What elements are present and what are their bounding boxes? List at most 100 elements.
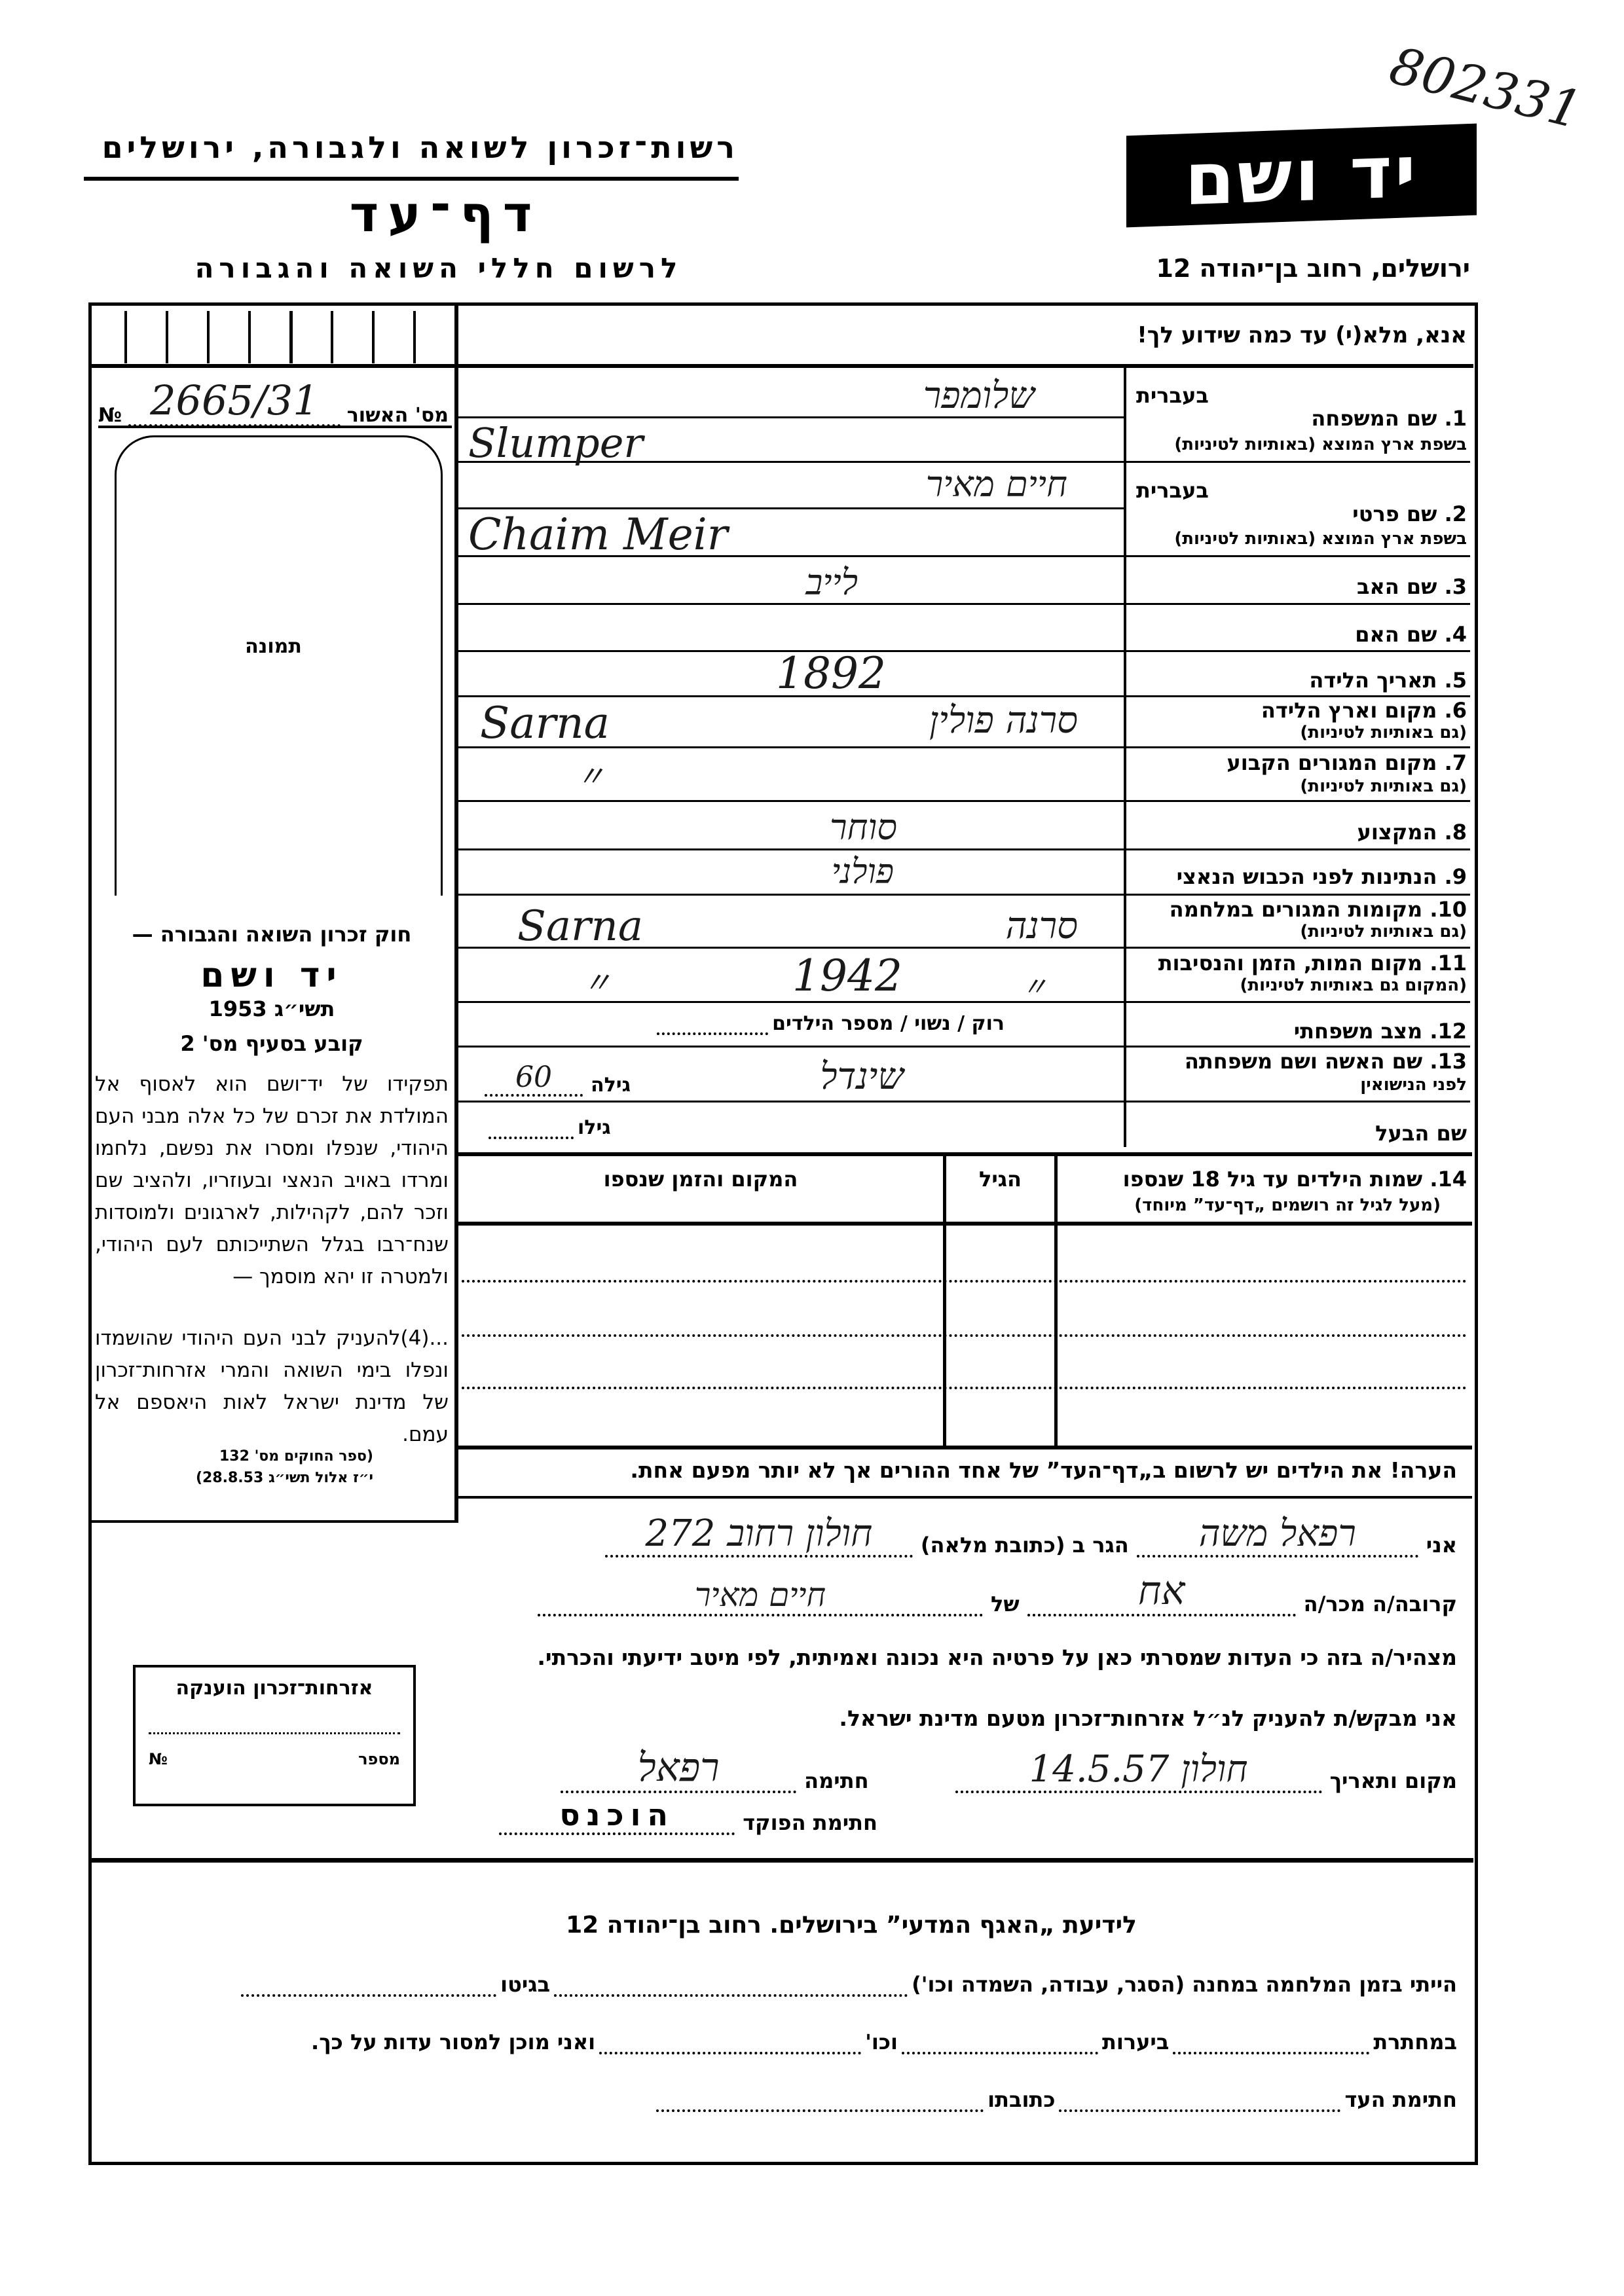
declarant-name[interactable]: רפאל משה: [1136, 1512, 1418, 1558]
underground-field[interactable]: [1173, 2052, 1370, 2054]
row-line: [458, 947, 1470, 949]
dotted-line: [149, 1732, 400, 1734]
field-8-value[interactable]: סוחר: [829, 807, 897, 848]
law-name: יד ושם: [200, 956, 343, 995]
marital-status-options: רוק / נשוי / מספר הילדים: [772, 1012, 1005, 1035]
place-date-row: מקום ותאריך חולון 14.5.57 חתימה רפאל: [561, 1745, 1457, 1793]
form-title: דף־עד: [349, 185, 542, 243]
hebrew-label-1: בעברית: [1136, 383, 1209, 408]
ghetto-field[interactable]: [241, 1994, 497, 1997]
children-row[interactable]: [462, 1280, 1467, 1283]
photo-label: תמונה: [245, 635, 302, 658]
row-line: [458, 603, 1470, 605]
officer-stamp: הוכנס: [499, 1797, 735, 1835]
camp-field[interactable]: [554, 1994, 908, 1997]
address: ירושלים, רחוב בן־יהודה 12: [1156, 254, 1470, 283]
field-6-hebrew-value[interactable]: סרנה פולין: [929, 699, 1078, 742]
section-line: [458, 1446, 1472, 1449]
tick: [413, 311, 416, 363]
field-2-hebrew-value[interactable]: חיים מאיר: [925, 464, 1067, 505]
field-10-hint: (גם באותיות לטיניות): [1300, 922, 1467, 941]
tick: [124, 311, 127, 363]
divider: [92, 364, 1473, 368]
field-7-value[interactable]: 〃: [576, 760, 605, 793]
section-line: [92, 1858, 1473, 1863]
etc-field[interactable]: [599, 2052, 862, 2054]
forests-field[interactable]: [902, 2052, 1098, 2054]
field-3-label: 3. שם האב: [1356, 574, 1467, 599]
field-10-latin-value[interactable]: Sarna: [517, 902, 643, 951]
field-11-place-value[interactable]: 〃: [583, 966, 612, 1000]
husband-age-row: גילו: [485, 1116, 611, 1139]
footer-line-1: הייתי בזמן המלחמה במחנה (הסגר, עבודה, הש…: [237, 1972, 1457, 1997]
tick: [207, 311, 210, 363]
field-8-label: 8. המקצוע: [1357, 820, 1467, 845]
relation-row: קרובה/ה מכר/ה אח של חיים מאיר: [538, 1568, 1457, 1616]
etc-label: וכו': [865, 2030, 898, 2054]
children-label: 14. שמות הילדים עד גיל 18 שנספו: [1122, 1167, 1467, 1192]
law-text-2: ...(4)להעניק לבני העם היהודי שהושמדו ונפ…: [95, 1326, 449, 1446]
field-1-latin-value[interactable]: Slumper: [468, 419, 644, 467]
labels-column-border: [1124, 367, 1126, 1147]
relation-of-value[interactable]: חיים מאיר: [538, 1576, 984, 1616]
field-9-label: 9. הנתינות לפני הכבוש הנאצי: [1176, 864, 1467, 889]
row-line: [458, 507, 1124, 509]
declarant-row: אני רפאל משה הגר ב (כתובת מלאה) חולון רח…: [604, 1512, 1457, 1558]
field-5-value[interactable]: 1892: [776, 648, 886, 699]
ghetto-label: בגיטו: [500, 1972, 551, 1997]
declaration-statement: מצהיר/ה בזה כי העדות שמסרתי כאן על פרטיה…: [537, 1645, 1457, 1670]
underground-label: במחתרת: [1373, 2030, 1457, 2054]
row-line: [458, 800, 1470, 802]
field-9-value[interactable]: פולני: [831, 852, 894, 892]
field-10-hebrew-value[interactable]: סרנה: [1005, 905, 1078, 947]
field-13-value[interactable]: שינדל: [820, 1055, 904, 1098]
form-subtitle: לרשום חללי השואה והגבורה: [194, 252, 683, 284]
law-title: חוק זכרון השואה והגבורה —: [132, 922, 412, 947]
section-line: [458, 1222, 1472, 1226]
camp-label: הייתי בזמן המלחמה במחנה (הסגר, עבודה, הש…: [912, 1972, 1457, 1997]
law-ref-1: (ספר החוקים מס' 132: [219, 1448, 373, 1465]
field-3-value[interactable]: לייב: [805, 562, 858, 603]
field-2-latin-value[interactable]: Chaim Meir: [468, 509, 728, 560]
witness-signature-field[interactable]: [1059, 2109, 1341, 2112]
husband-age-field[interactable]: [489, 1137, 574, 1139]
children-place-header: המקום והזמן שנספו: [603, 1167, 798, 1192]
field-11-circumstances-value[interactable]: 〃: [1022, 972, 1048, 1002]
forests-label: ביערות: [1102, 2030, 1170, 2054]
citizenship-request: אני מבקש/ת להעניק לנ״ל אזרחות־זכרון מטעם…: [839, 1705, 1457, 1731]
yad-vashem-logo: יד ושם: [1126, 123, 1477, 228]
field-6-hint: (גם באותיות לטיניות): [1300, 723, 1467, 742]
field-12-options[interactable]: רוק / נשוי / מספר הילדים: [653, 1012, 1005, 1035]
field-1-hebrew-value[interactable]: שלומפר: [923, 374, 1035, 417]
signature-value[interactable]: רפאל: [561, 1745, 797, 1793]
address-value[interactable]: חולון רחוב 272: [604, 1512, 913, 1558]
officer-signature-label: חתימת הפוקד: [743, 1810, 877, 1835]
citizenship-box-title: אזרחות־זכרון הוענקה: [175, 1677, 373, 1700]
tick: [372, 311, 375, 363]
children-age-header: הגיל: [978, 1167, 1022, 1192]
wife-age-value[interactable]: 60: [485, 1061, 583, 1097]
field-11-hint: (המקום גם באותיות לטיניות): [1240, 975, 1467, 995]
field-6-latin-value[interactable]: Sarna: [480, 698, 610, 748]
children-column-border: [1054, 1155, 1058, 1446]
field-2-hint: בשפת ארץ המוצא (באותיות לטיניות): [1174, 529, 1467, 549]
husband-label: שם הבעל: [1375, 1121, 1467, 1146]
field-5-label: 5. תאריך הלידה: [1309, 668, 1467, 693]
field-11-year-value[interactable]: 1942: [792, 951, 902, 1001]
tick: [331, 311, 333, 363]
place-date-value[interactable]: חולון 14.5.57: [955, 1748, 1322, 1793]
form-frame: [88, 302, 1478, 2165]
field-6-label: 6. מקום וארץ הלידה: [1261, 698, 1467, 723]
divider: [98, 426, 452, 428]
section-line: [458, 1496, 1472, 1499]
tick: [289, 311, 293, 363]
address-label: הגר ב (כתובת מלאה): [920, 1533, 1129, 1558]
relation-value[interactable]: אח: [1027, 1568, 1296, 1616]
tick: [248, 311, 251, 363]
footer-title: לידיעת „האגף המדעי” בירושלים. רחוב בן־יה…: [566, 1912, 1137, 1939]
children-row[interactable]: [462, 1334, 1467, 1337]
children-count-field[interactable]: [657, 1032, 769, 1035]
children-row[interactable]: [462, 1387, 1467, 1389]
witness-address-field[interactable]: [656, 2109, 984, 2112]
field-7-label: 7. מקום המגורים הקבוע: [1227, 750, 1467, 775]
